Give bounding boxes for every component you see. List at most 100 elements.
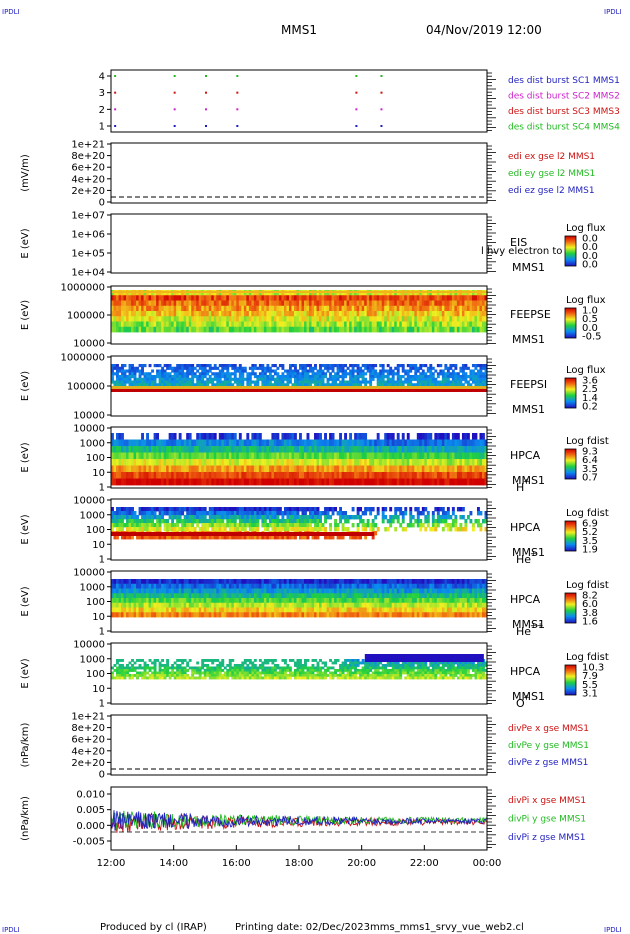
spectrogram-cell <box>153 305 157 312</box>
spectrogram-cell <box>314 439 317 447</box>
spectrogram-cell <box>371 507 375 512</box>
spectrogram-cell <box>231 515 235 520</box>
spectrogram-cell <box>376 511 380 516</box>
spectrogram-cell <box>329 446 332 453</box>
spectrogram-cell <box>143 472 147 479</box>
spectrogram-cell <box>311 326 315 333</box>
spectrogram-cell <box>253 372 257 376</box>
spectrogram-cell <box>379 472 383 479</box>
spectrogram-cell <box>151 593 155 599</box>
spectrogram-cell <box>188 593 192 599</box>
spectrogram-cell <box>236 305 240 312</box>
spectrogram-cell <box>251 364 255 368</box>
spectrogram-cell <box>178 459 182 466</box>
spectrogram-cell <box>226 366 230 370</box>
spectrogram-cell <box>466 383 470 387</box>
spectrogram-cell <box>121 515 124 520</box>
spectrogram-cell <box>354 535 358 540</box>
spectrogram-cell <box>246 321 250 328</box>
spectrogram-cell <box>439 433 443 440</box>
spectrogram-cell <box>181 535 185 540</box>
spectrogram-cell <box>113 459 117 466</box>
spectrogram-cell <box>161 372 165 376</box>
spectrogram-cell <box>271 452 275 460</box>
spectrogram-cell <box>316 305 320 312</box>
spectrogram-cell <box>481 439 485 447</box>
spectrogram-cell <box>226 311 230 317</box>
spectrogram-cell <box>243 535 247 540</box>
spectrogram-cell <box>474 300 478 307</box>
spectrogram-cell <box>258 364 262 368</box>
spectrogram-cell <box>331 433 335 440</box>
spectrogram-cell <box>161 519 165 524</box>
spectrogram-cell <box>461 507 465 512</box>
spectrogram-cell <box>321 459 325 466</box>
spectrogram-cell <box>201 295 205 301</box>
spectrogram-cell <box>211 452 215 460</box>
spectrogram-cell <box>133 519 137 524</box>
spectrogram-cell <box>266 579 270 585</box>
spectrogram-cell <box>306 364 310 368</box>
spectrogram-cell <box>344 439 348 447</box>
spectrogram-cell <box>479 377 483 381</box>
colorbar-tick-label: 0.0 <box>582 242 598 253</box>
spectrogram-cell <box>419 305 423 312</box>
spectrogram-cell <box>241 366 245 370</box>
spectrogram-cell <box>334 295 337 301</box>
spectrogram-cell <box>324 364 327 368</box>
spectrogram-cell <box>203 372 207 376</box>
spectrogram-cell <box>211 372 215 376</box>
spectrogram-cell <box>251 523 255 528</box>
y-tick-label: 1 <box>99 122 105 133</box>
spectrogram-cell <box>384 515 388 520</box>
spectrogram-cell <box>276 593 280 599</box>
spectrogram-cell <box>406 295 410 301</box>
spectrogram-cell <box>141 366 144 370</box>
burst-mark <box>114 91 117 94</box>
burst-mark <box>173 125 176 127</box>
spectrogram-cell <box>193 535 197 540</box>
spectrogram-cell <box>191 519 195 524</box>
spectrogram-cell <box>479 369 483 373</box>
spectrogram-cell <box>181 452 185 460</box>
spectrogram-cell <box>354 383 358 387</box>
spectrogram-cell <box>283 295 287 301</box>
spectrogram-cell <box>359 452 363 460</box>
spectrogram-cell <box>476 446 480 453</box>
spectrogram-cell <box>288 321 292 328</box>
spectrogram-cell <box>206 433 210 440</box>
spectrogram-cell <box>286 380 290 384</box>
spectrogram-cell <box>409 375 413 379</box>
spectrogram-cell <box>228 511 232 516</box>
spectrogram-cell <box>356 439 360 447</box>
spectrogram-cell <box>226 305 230 312</box>
spectrogram-cell <box>276 366 280 370</box>
spectrogram-cell <box>118 295 122 301</box>
spectrogram-cell <box>206 523 210 528</box>
spectrogram-cell <box>286 593 290 599</box>
spectrogram-cell <box>381 316 385 322</box>
spectrogram-cell <box>288 369 292 373</box>
spectrogram-cell <box>178 372 182 376</box>
spectrogram-cell <box>153 452 157 460</box>
spectrogram-cell <box>299 527 302 532</box>
spectrogram-cell <box>454 321 458 328</box>
spectrogram-cell <box>116 300 119 307</box>
spectrogram-cell <box>316 439 320 447</box>
spectrogram-cell <box>414 507 418 512</box>
spectrogram-cell <box>198 602 202 608</box>
spectrogram-cell <box>286 598 290 604</box>
spectrogram-cell <box>286 321 290 328</box>
spectrogram-cell <box>263 369 267 373</box>
spectrogram-cell <box>361 511 365 516</box>
spectrogram-cell <box>291 478 295 486</box>
spectrogram-cell <box>329 366 332 370</box>
spectrogram-cell <box>464 523 468 528</box>
spectrogram-cell <box>444 433 448 440</box>
spectrogram-cell <box>426 380 430 384</box>
spectrogram-cell <box>141 593 144 599</box>
spectrogram-cell <box>389 439 393 447</box>
spectrogram-cell <box>116 326 119 333</box>
spectrogram-cell <box>446 446 450 453</box>
spectrogram-cell <box>183 593 187 599</box>
